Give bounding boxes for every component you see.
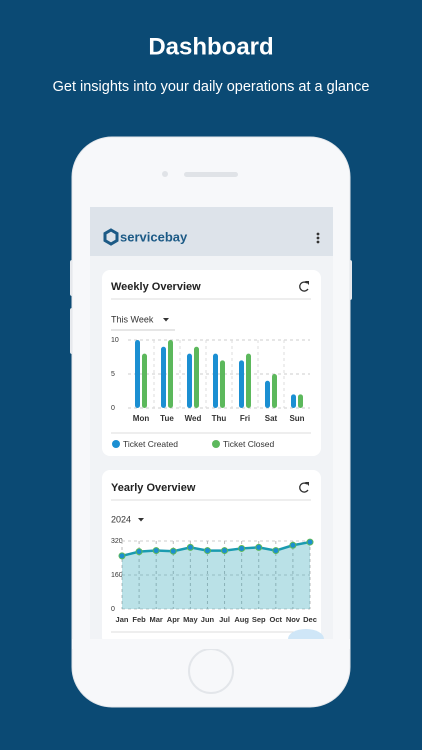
bar xyxy=(168,340,173,408)
point xyxy=(186,543,194,551)
brand: servicebay xyxy=(120,229,188,244)
point xyxy=(238,544,246,552)
app-bar xyxy=(90,207,333,256)
bar xyxy=(272,374,277,408)
legend-swatch xyxy=(212,440,220,448)
camera xyxy=(162,171,168,177)
legend-swatch xyxy=(112,440,120,448)
x-tick-label: Tue xyxy=(160,414,174,423)
bar xyxy=(291,394,296,408)
point xyxy=(221,547,229,555)
point xyxy=(203,547,211,555)
refresh-button[interactable] xyxy=(299,482,309,493)
x-tick-label: Mon xyxy=(133,414,150,423)
bar xyxy=(298,394,303,408)
point xyxy=(255,543,263,551)
x-tick-label: Dec xyxy=(303,615,317,624)
area xyxy=(122,542,310,609)
bar xyxy=(161,346,166,408)
x-tick-label: Oct xyxy=(270,615,283,624)
page-title: Dashboard xyxy=(148,33,273,60)
x-tick-label: Feb xyxy=(132,615,146,624)
point xyxy=(306,538,314,546)
x-tick-label: Nov xyxy=(286,615,301,624)
logo-icon xyxy=(103,228,119,246)
x-tick-label: Jul xyxy=(219,615,230,624)
bar xyxy=(187,353,192,408)
bar xyxy=(135,340,140,408)
y-tick-label: 320 xyxy=(111,538,123,545)
yearly-card xyxy=(102,470,321,645)
point xyxy=(135,548,143,556)
x-tick-label: Mar xyxy=(150,615,163,624)
bar xyxy=(246,353,251,408)
point xyxy=(118,552,126,560)
bar xyxy=(194,346,199,408)
legend-label: Ticket Created xyxy=(123,439,178,449)
speaker xyxy=(184,172,238,177)
phone-bezel xyxy=(72,639,350,649)
x-tick-label: Sep xyxy=(252,615,266,624)
y-tick-label: 160 xyxy=(111,572,123,579)
bar xyxy=(213,353,218,408)
card-title: Weekly Overview xyxy=(111,281,201,293)
page-subtitle: Get insights into your daily operations … xyxy=(53,79,370,95)
card-title: Yearly Overview xyxy=(111,482,196,494)
x-tick-label: Thu xyxy=(212,414,227,423)
point xyxy=(289,541,297,549)
dropdown-caret xyxy=(163,318,169,322)
bar xyxy=(220,360,225,408)
x-tick-label: Wed xyxy=(185,414,202,423)
dropdown-caret xyxy=(138,518,144,522)
y-tick-label: 10 xyxy=(111,337,119,344)
weekly-card xyxy=(102,270,321,456)
bar xyxy=(239,360,244,408)
point xyxy=(169,547,177,555)
x-tick-label: Jan xyxy=(116,615,129,624)
x-tick-label: Sat xyxy=(265,414,278,423)
x-tick-label: Jun xyxy=(201,615,215,624)
x-tick-label: Sun xyxy=(289,414,304,423)
bar xyxy=(265,380,270,408)
point xyxy=(152,547,160,555)
menu-button[interactable] xyxy=(316,232,320,244)
x-tick-label: Fri xyxy=(240,414,250,423)
x-tick-label: May xyxy=(183,615,198,624)
filter-dropdown[interactable]: This Week xyxy=(111,314,154,324)
y-tick-label: 0 xyxy=(111,606,115,613)
refresh-button[interactable] xyxy=(299,281,309,292)
x-tick-label: Apr xyxy=(167,615,180,624)
floating-button[interactable] xyxy=(288,629,324,639)
legend-label: Ticket Closed xyxy=(223,439,274,449)
y-tick-label: 0 xyxy=(111,405,115,412)
point xyxy=(272,547,280,555)
y-tick-label: 5 xyxy=(111,371,115,378)
filter-dropdown[interactable]: 2024 xyxy=(111,514,131,524)
x-tick-label: Aug xyxy=(234,615,249,624)
bar xyxy=(142,353,147,408)
